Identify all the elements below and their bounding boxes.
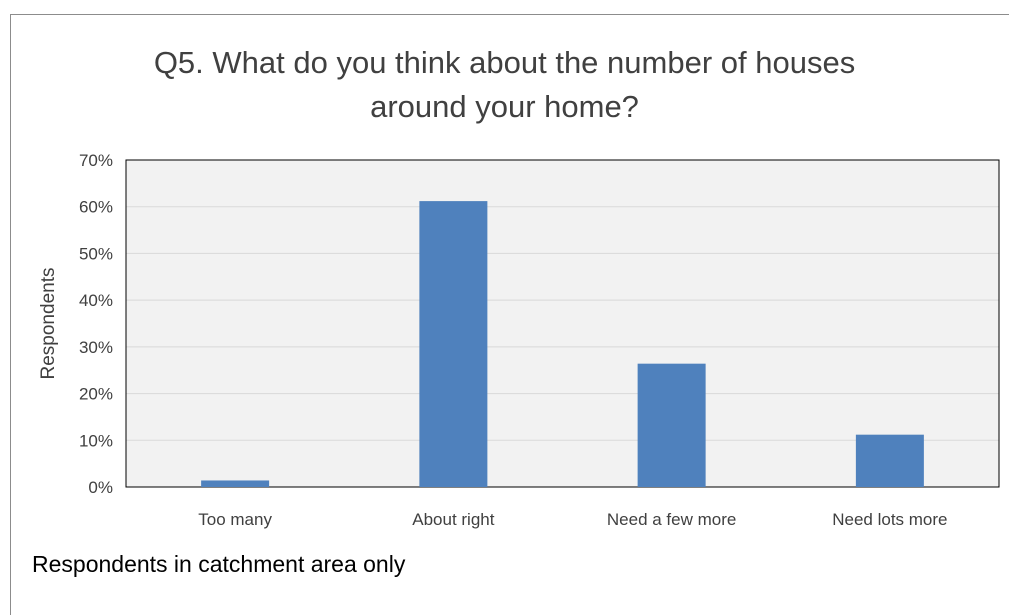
plot-border <box>125 159 1000 488</box>
y-tick-label: 10% <box>79 431 113 450</box>
plot-area <box>126 160 999 487</box>
chart-title-line-1: Q5. What do you think about the number o… <box>153 45 856 80</box>
bar <box>855 434 924 487</box>
bar-chart: 0% 10% 20% 30% 40% 50% 60% 70% Too many About rig… <box>38 151 1000 529</box>
y-tick-label: 30% <box>79 338 113 357</box>
x-tick-label: Need a few more <box>607 510 736 529</box>
bar <box>419 201 488 487</box>
y-tick-label: 50% <box>79 244 113 263</box>
x-tick-label: Too many <box>198 510 272 529</box>
y-tick-label: 20% <box>79 385 113 404</box>
chart-frame <box>10 14 1009 615</box>
bar <box>637 363 706 487</box>
chart-title-line-2: around your home? <box>370 89 639 124</box>
footnote: Respondents in catchment area only <box>32 551 406 577</box>
bar <box>201 480 270 487</box>
y-axis-title: Respondents <box>38 268 59 380</box>
x-tick-label: Need lots more <box>832 510 947 529</box>
y-tick-label: 70% <box>79 151 113 170</box>
y-tick-label: 60% <box>79 198 113 217</box>
y-tick-label: 0% <box>88 478 113 497</box>
x-tick-label: About right <box>412 510 494 529</box>
y-tick-label: 40% <box>79 291 113 310</box>
